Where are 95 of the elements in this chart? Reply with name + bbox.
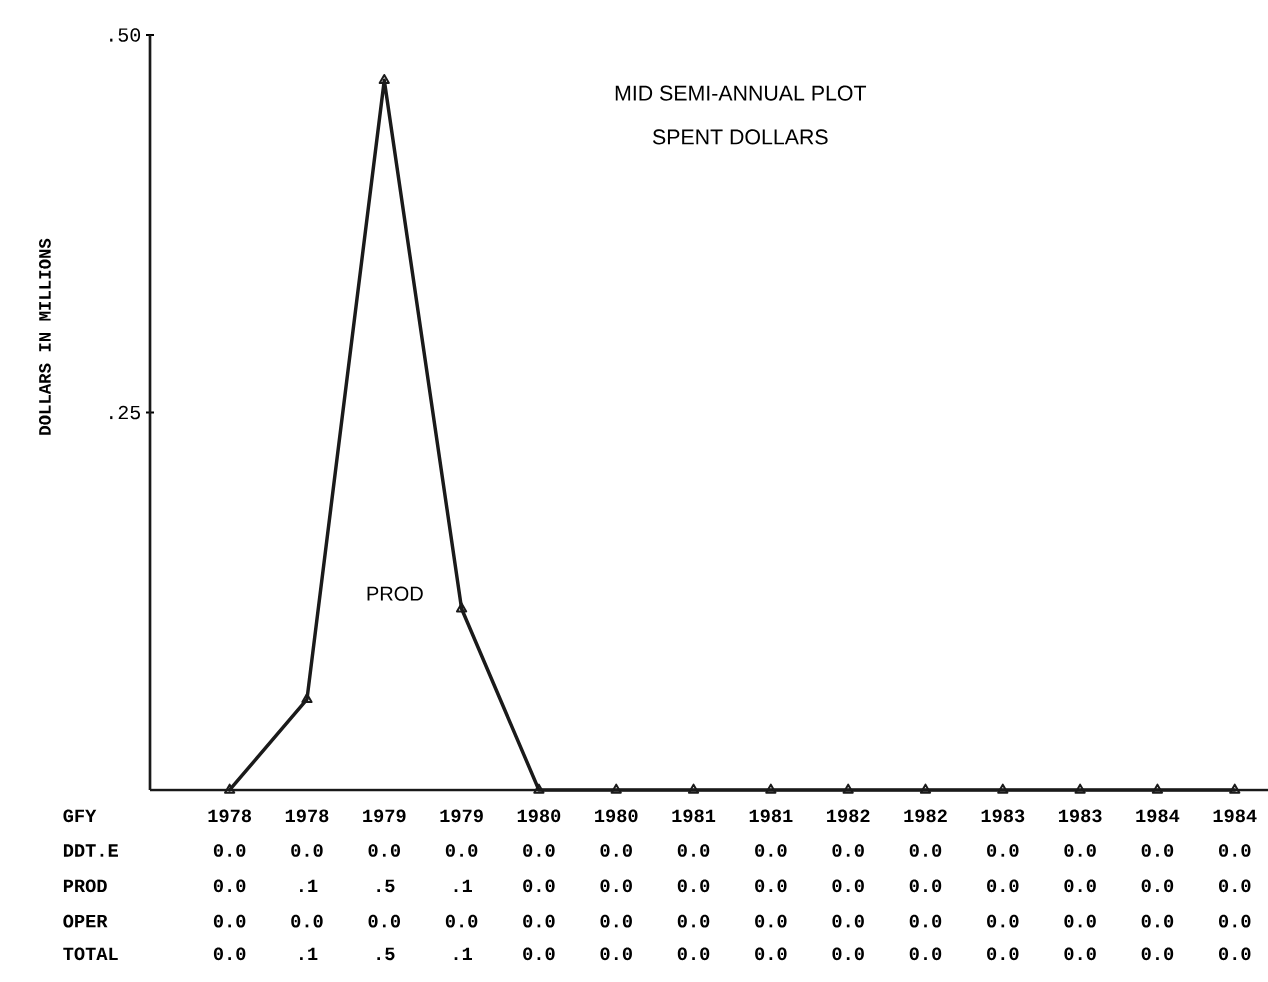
- data-label: 0.0: [832, 879, 864, 893]
- text: 0.0: [523, 914, 555, 928]
- point: [1151, 783, 1164, 794]
- data-label: 0.0: [1141, 879, 1174, 893]
- text: .5: [377, 947, 395, 961]
- x-tick-label: 1980: [595, 809, 638, 823]
- text: 0.0: [1141, 914, 1174, 928]
- text: 0.0: [1219, 844, 1251, 857]
- text: PROD: [63, 879, 107, 893]
- text: 0.0: [213, 914, 246, 928]
- text: 0.0: [291, 844, 323, 857]
- data-label: 0.0: [987, 879, 1019, 893]
- data-label: 0.0: [1219, 879, 1251, 893]
- data-label: 0.0: [213, 879, 246, 893]
- data-label: 0.0: [755, 879, 787, 893]
- text: 0.0: [755, 914, 787, 928]
- text: 0.0: [755, 844, 787, 857]
- text: .1: [300, 947, 318, 960]
- x-tick-label: 1981: [672, 809, 716, 823]
- text: TOTAL: [63, 947, 118, 961]
- data-label: 0.0: [1064, 879, 1096, 893]
- text: 0.0: [600, 914, 632, 928]
- text: 0.0: [213, 947, 246, 961]
- data-label: 0.0: [677, 879, 710, 893]
- x-tick-label: 1982: [904, 809, 947, 823]
- text: 0.0: [1141, 947, 1174, 961]
- x-tick-label: 1984: [1213, 809, 1257, 823]
- x-tick-label: 1979: [440, 809, 483, 823]
- point: [1074, 783, 1086, 794]
- data-label: 0.0: [600, 879, 632, 893]
- text: 0.0: [445, 844, 478, 857]
- x-tick-label: 1978: [208, 809, 252, 823]
- text: 0.0: [909, 844, 942, 857]
- y-axis-title: DOLLARS IN MILLIONS: [39, 238, 51, 435]
- text: 0.0: [909, 947, 942, 961]
- text: 0.0: [987, 844, 1019, 857]
- text: 0.0: [755, 947, 787, 961]
- text: 0.0: [987, 947, 1019, 961]
- text: .1: [454, 947, 472, 960]
- y-tick-label: .50: [110, 28, 141, 42]
- text: 0.0: [909, 914, 942, 928]
- x-tick-label: 1982: [827, 809, 870, 823]
- point: [919, 783, 932, 794]
- point: [765, 783, 777, 794]
- point: [610, 783, 622, 794]
- text: 0.0: [600, 947, 632, 961]
- point: [224, 783, 236, 794]
- text: 0.0: [445, 914, 478, 928]
- point: [301, 693, 313, 704]
- text: SPENT DOLLARS: [652, 129, 828, 145]
- x-tick-label: 1983: [1058, 809, 1102, 823]
- point: [455, 602, 468, 613]
- text: 0.0: [832, 844, 864, 857]
- text: 0.0: [523, 844, 555, 857]
- text: 0.0: [291, 914, 323, 928]
- point: [533, 783, 545, 794]
- series-label: PROD: [367, 586, 423, 601]
- data-label: .5: [377, 879, 395, 893]
- text: 0.0: [987, 914, 1019, 928]
- text: 0.0: [600, 844, 632, 857]
- text: 0.0: [1064, 914, 1096, 928]
- text: 0.0: [832, 947, 864, 961]
- text: 0.0: [368, 844, 400, 857]
- x-tick-label: 1978: [285, 809, 329, 823]
- point: [378, 73, 390, 84]
- x-tick-label: 1983: [981, 809, 1025, 823]
- text: 0.0: [1219, 914, 1251, 928]
- x-tick-label: 1980: [517, 809, 561, 823]
- point: [842, 783, 854, 794]
- text: 0.0: [1064, 947, 1096, 961]
- point: [1229, 783, 1241, 794]
- text: 0.0: [677, 914, 710, 928]
- point: [687, 783, 700, 794]
- text: 0.0: [1219, 947, 1251, 961]
- x-tick-label: 1984: [1136, 809, 1180, 823]
- text: DDT.E: [63, 844, 118, 857]
- data-label: 0.0: [523, 879, 555, 893]
- text: 0.0: [832, 914, 864, 928]
- text: 0.0: [213, 844, 246, 857]
- text: OPER: [63, 914, 108, 928]
- text: 0.0: [1141, 844, 1174, 857]
- point: [997, 783, 1009, 794]
- text: MID SEMI-ANNUAL PLOT: [615, 85, 867, 101]
- x-axis-title: GFY: [63, 809, 97, 823]
- x-tick-label: 1979: [363, 809, 406, 823]
- text: 0.0: [677, 947, 710, 961]
- data-label: .1: [300, 879, 318, 892]
- data-label: 0.0: [909, 879, 942, 893]
- data-label: .1: [454, 879, 472, 892]
- text: 0.0: [523, 947, 555, 961]
- x-tick-label: 1981: [749, 809, 793, 823]
- text: 0.0: [677, 844, 710, 857]
- y-tick-label: .25: [110, 405, 141, 420]
- text: 0.0: [368, 914, 400, 928]
- text: 0.0: [1064, 844, 1096, 857]
